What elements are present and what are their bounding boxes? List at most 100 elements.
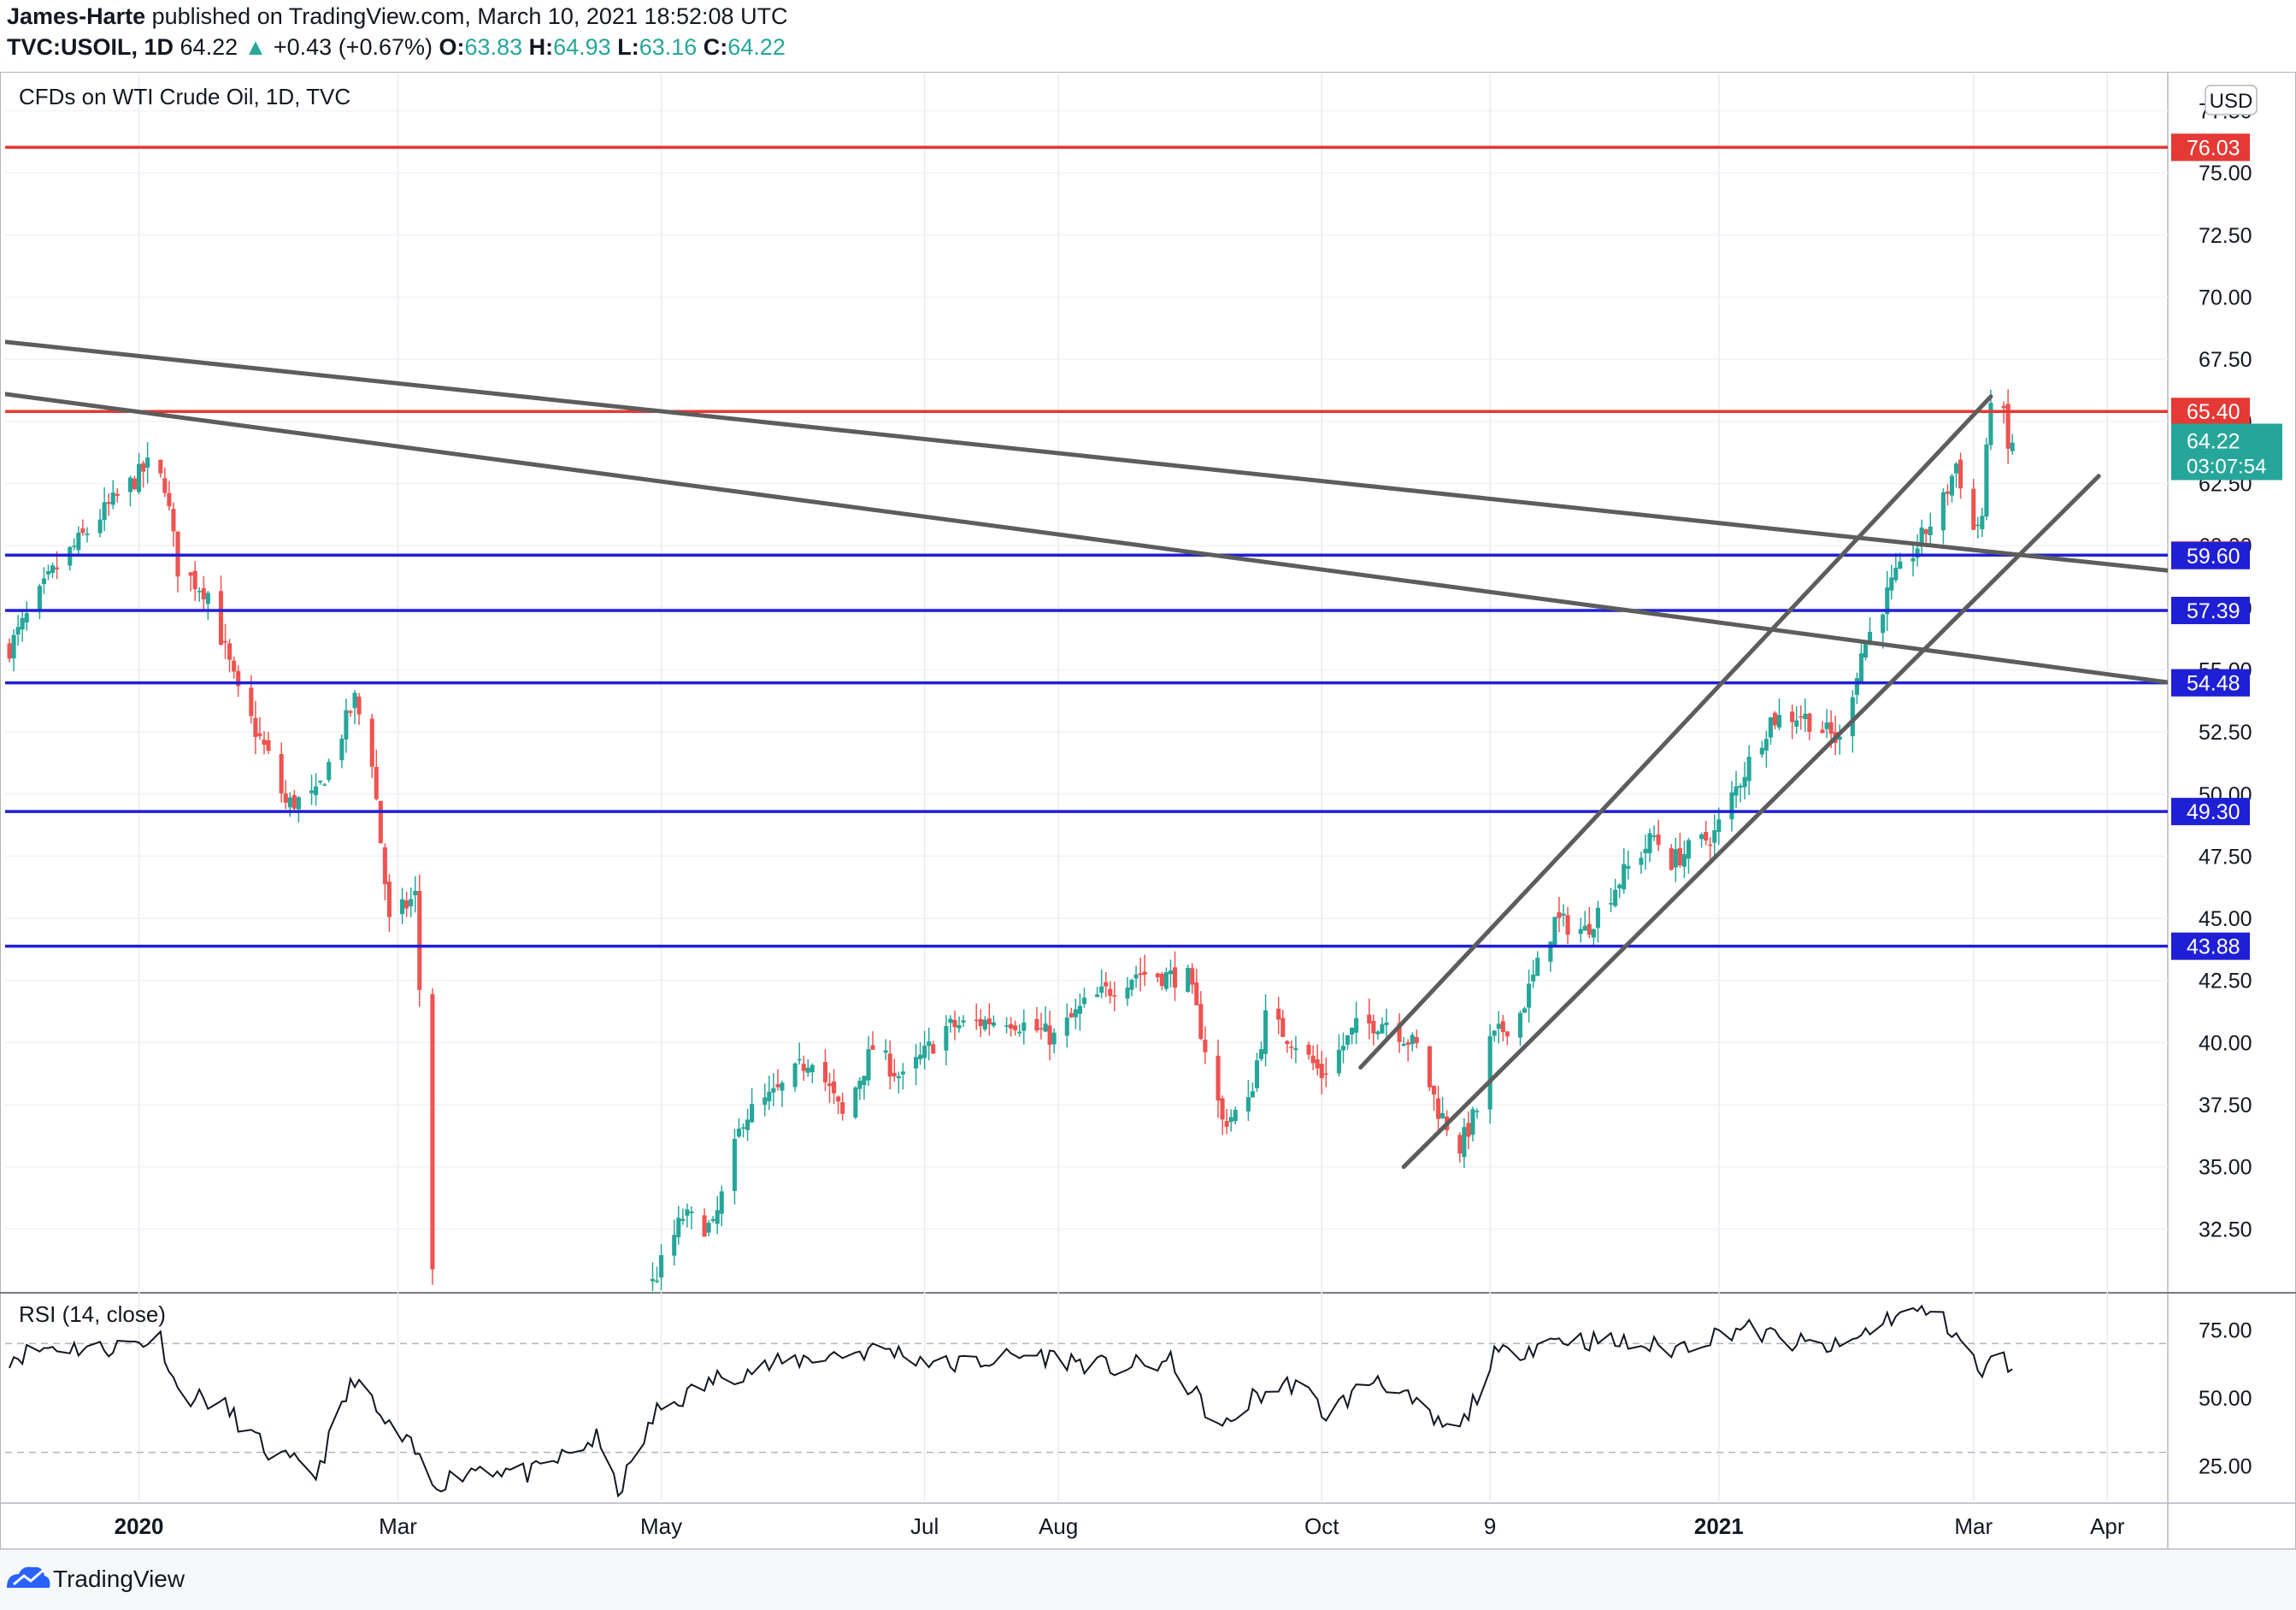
trendline[interactable] (5, 339, 2168, 573)
candle (650, 1278, 656, 1282)
rsi-line (9, 1304, 2013, 1498)
chart-area[interactable]: 32.50 35.00 37.50 40.00 42.50 45.00 47.50 50.00… (0, 72, 2296, 1549)
candle (762, 1097, 768, 1106)
candle (417, 891, 422, 990)
candle (1224, 1121, 1229, 1127)
candle (840, 1102, 845, 1114)
currency-badge (2205, 85, 2258, 115)
symbol-label[interactable]: TVC:USOIL, 1D (7, 34, 174, 60)
candle (1099, 986, 1104, 994)
last-price: 64.22 (180, 34, 238, 60)
candle (162, 478, 168, 493)
candle (1350, 1028, 1355, 1035)
candle (1729, 792, 1734, 820)
candle (1323, 1073, 1328, 1076)
price-change: +0.43 (+0.67%) (273, 34, 433, 60)
candle (205, 593, 210, 604)
candle (1799, 716, 1804, 718)
candle (809, 1064, 815, 1073)
level-tag: 76.03 (2187, 136, 2240, 160)
candle (1669, 848, 1674, 870)
tradingview-brand[interactable]: TradingView (53, 1566, 185, 1592)
candle (232, 660, 237, 672)
candle (1064, 1017, 1069, 1036)
candle (1095, 994, 1100, 997)
candle (767, 1091, 772, 1102)
candle (706, 1223, 711, 1233)
candle (1738, 786, 1743, 788)
x-tick-label: Mar (1954, 1513, 1993, 1539)
candle (1868, 631, 1873, 642)
candle (710, 1218, 715, 1221)
candle (266, 740, 271, 752)
candle (76, 532, 81, 551)
candle (2005, 404, 2010, 449)
candle (115, 493, 120, 496)
candle (1220, 1098, 1225, 1120)
candle (344, 710, 349, 740)
candle (20, 617, 25, 630)
candle (1686, 840, 1692, 859)
candle (1557, 911, 1562, 918)
candle (1893, 568, 1899, 581)
candle (1681, 853, 1687, 867)
open-value: 63.83 (464, 34, 523, 60)
candle (409, 899, 414, 906)
low-value: 63.16 (639, 34, 698, 60)
trendline[interactable] (1401, 474, 2101, 1170)
candle (913, 1057, 919, 1069)
candle (836, 1096, 841, 1102)
candle (413, 890, 418, 896)
candle (132, 478, 138, 490)
candle (1163, 972, 1169, 989)
candle (1854, 677, 1859, 695)
candle (430, 994, 435, 1270)
candle (1958, 459, 1963, 489)
candle (1367, 1014, 1372, 1023)
candle (1470, 1109, 1475, 1135)
candle (1155, 973, 1160, 977)
candle (382, 847, 387, 885)
candle (279, 753, 284, 793)
candle (7, 643, 12, 659)
x-tick-label: Jul (910, 1513, 939, 1539)
candle (236, 670, 241, 687)
candle (1504, 1031, 1510, 1037)
candle (991, 1022, 996, 1026)
candle (291, 795, 297, 809)
candle (1763, 739, 1769, 751)
y-tick-label: 52.50 (2199, 721, 2252, 745)
candle (1186, 967, 1191, 993)
open-label: O: (439, 34, 465, 60)
candle (11, 634, 16, 659)
candle (944, 1025, 949, 1051)
candle (1746, 757, 1751, 781)
candle (732, 1139, 737, 1191)
trendline[interactable] (1358, 394, 1993, 1070)
candle (1527, 983, 1532, 1008)
candle (1168, 970, 1174, 975)
candle (339, 738, 344, 761)
candle (327, 762, 332, 781)
candle (982, 1019, 987, 1030)
candle (1699, 834, 1704, 840)
trendline[interactable] (5, 392, 2168, 685)
candle (1622, 864, 1627, 890)
candle (672, 1235, 677, 1256)
candle (1013, 1025, 1018, 1031)
candle (1203, 1040, 1208, 1053)
candle (1129, 979, 1134, 990)
candle (1708, 844, 1713, 846)
candle (1172, 967, 1178, 988)
candle (1254, 1060, 1260, 1088)
candle (374, 766, 379, 799)
candle (1984, 444, 1989, 517)
rsi-tick-label: 50.00 (2199, 1387, 2252, 1411)
candle (961, 1020, 966, 1023)
candle (1233, 1110, 1238, 1122)
author-name[interactable]: James-Harte (7, 3, 146, 29)
candle (892, 1072, 897, 1076)
candle (1820, 729, 1825, 734)
candles-2020-2021 (650, 389, 2015, 1291)
candle (24, 613, 29, 623)
